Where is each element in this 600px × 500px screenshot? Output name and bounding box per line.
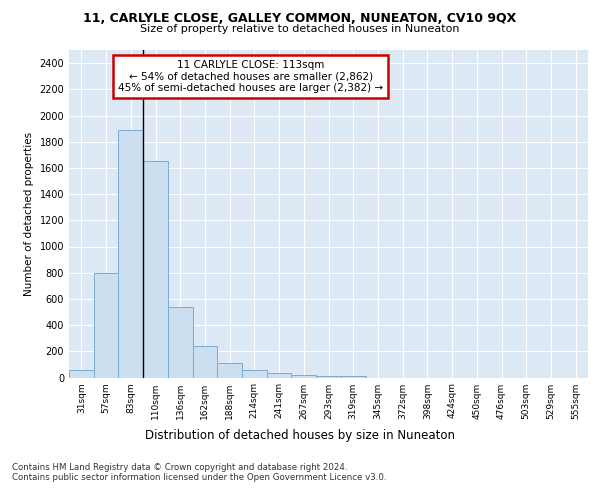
Text: 11 CARLYLE CLOSE: 113sqm
← 54% of detached houses are smaller (2,862)
45% of sem: 11 CARLYLE CLOSE: 113sqm ← 54% of detach… [118,60,383,93]
Text: 11, CARLYLE CLOSE, GALLEY COMMON, NUNEATON, CV10 9QX: 11, CARLYLE CLOSE, GALLEY COMMON, NUNEAT… [83,12,517,26]
Y-axis label: Number of detached properties: Number of detached properties [24,132,34,296]
Text: Distribution of detached houses by size in Nuneaton: Distribution of detached houses by size … [145,428,455,442]
Text: Contains public sector information licensed under the Open Government Licence v3: Contains public sector information licen… [12,472,386,482]
Bar [242,370,267,378]
Bar [143,162,168,378]
Text: Size of property relative to detached houses in Nuneaton: Size of property relative to detached ho… [140,24,460,34]
Bar [193,346,217,378]
Bar [217,363,242,378]
Bar [341,376,365,378]
Bar [94,272,118,378]
Bar [118,130,143,378]
Bar [316,376,341,378]
Bar [267,373,292,378]
Text: Contains HM Land Registry data © Crown copyright and database right 2024.: Contains HM Land Registry data © Crown c… [12,462,347,471]
Bar [168,308,193,378]
Bar [292,375,316,378]
Bar [69,370,94,378]
